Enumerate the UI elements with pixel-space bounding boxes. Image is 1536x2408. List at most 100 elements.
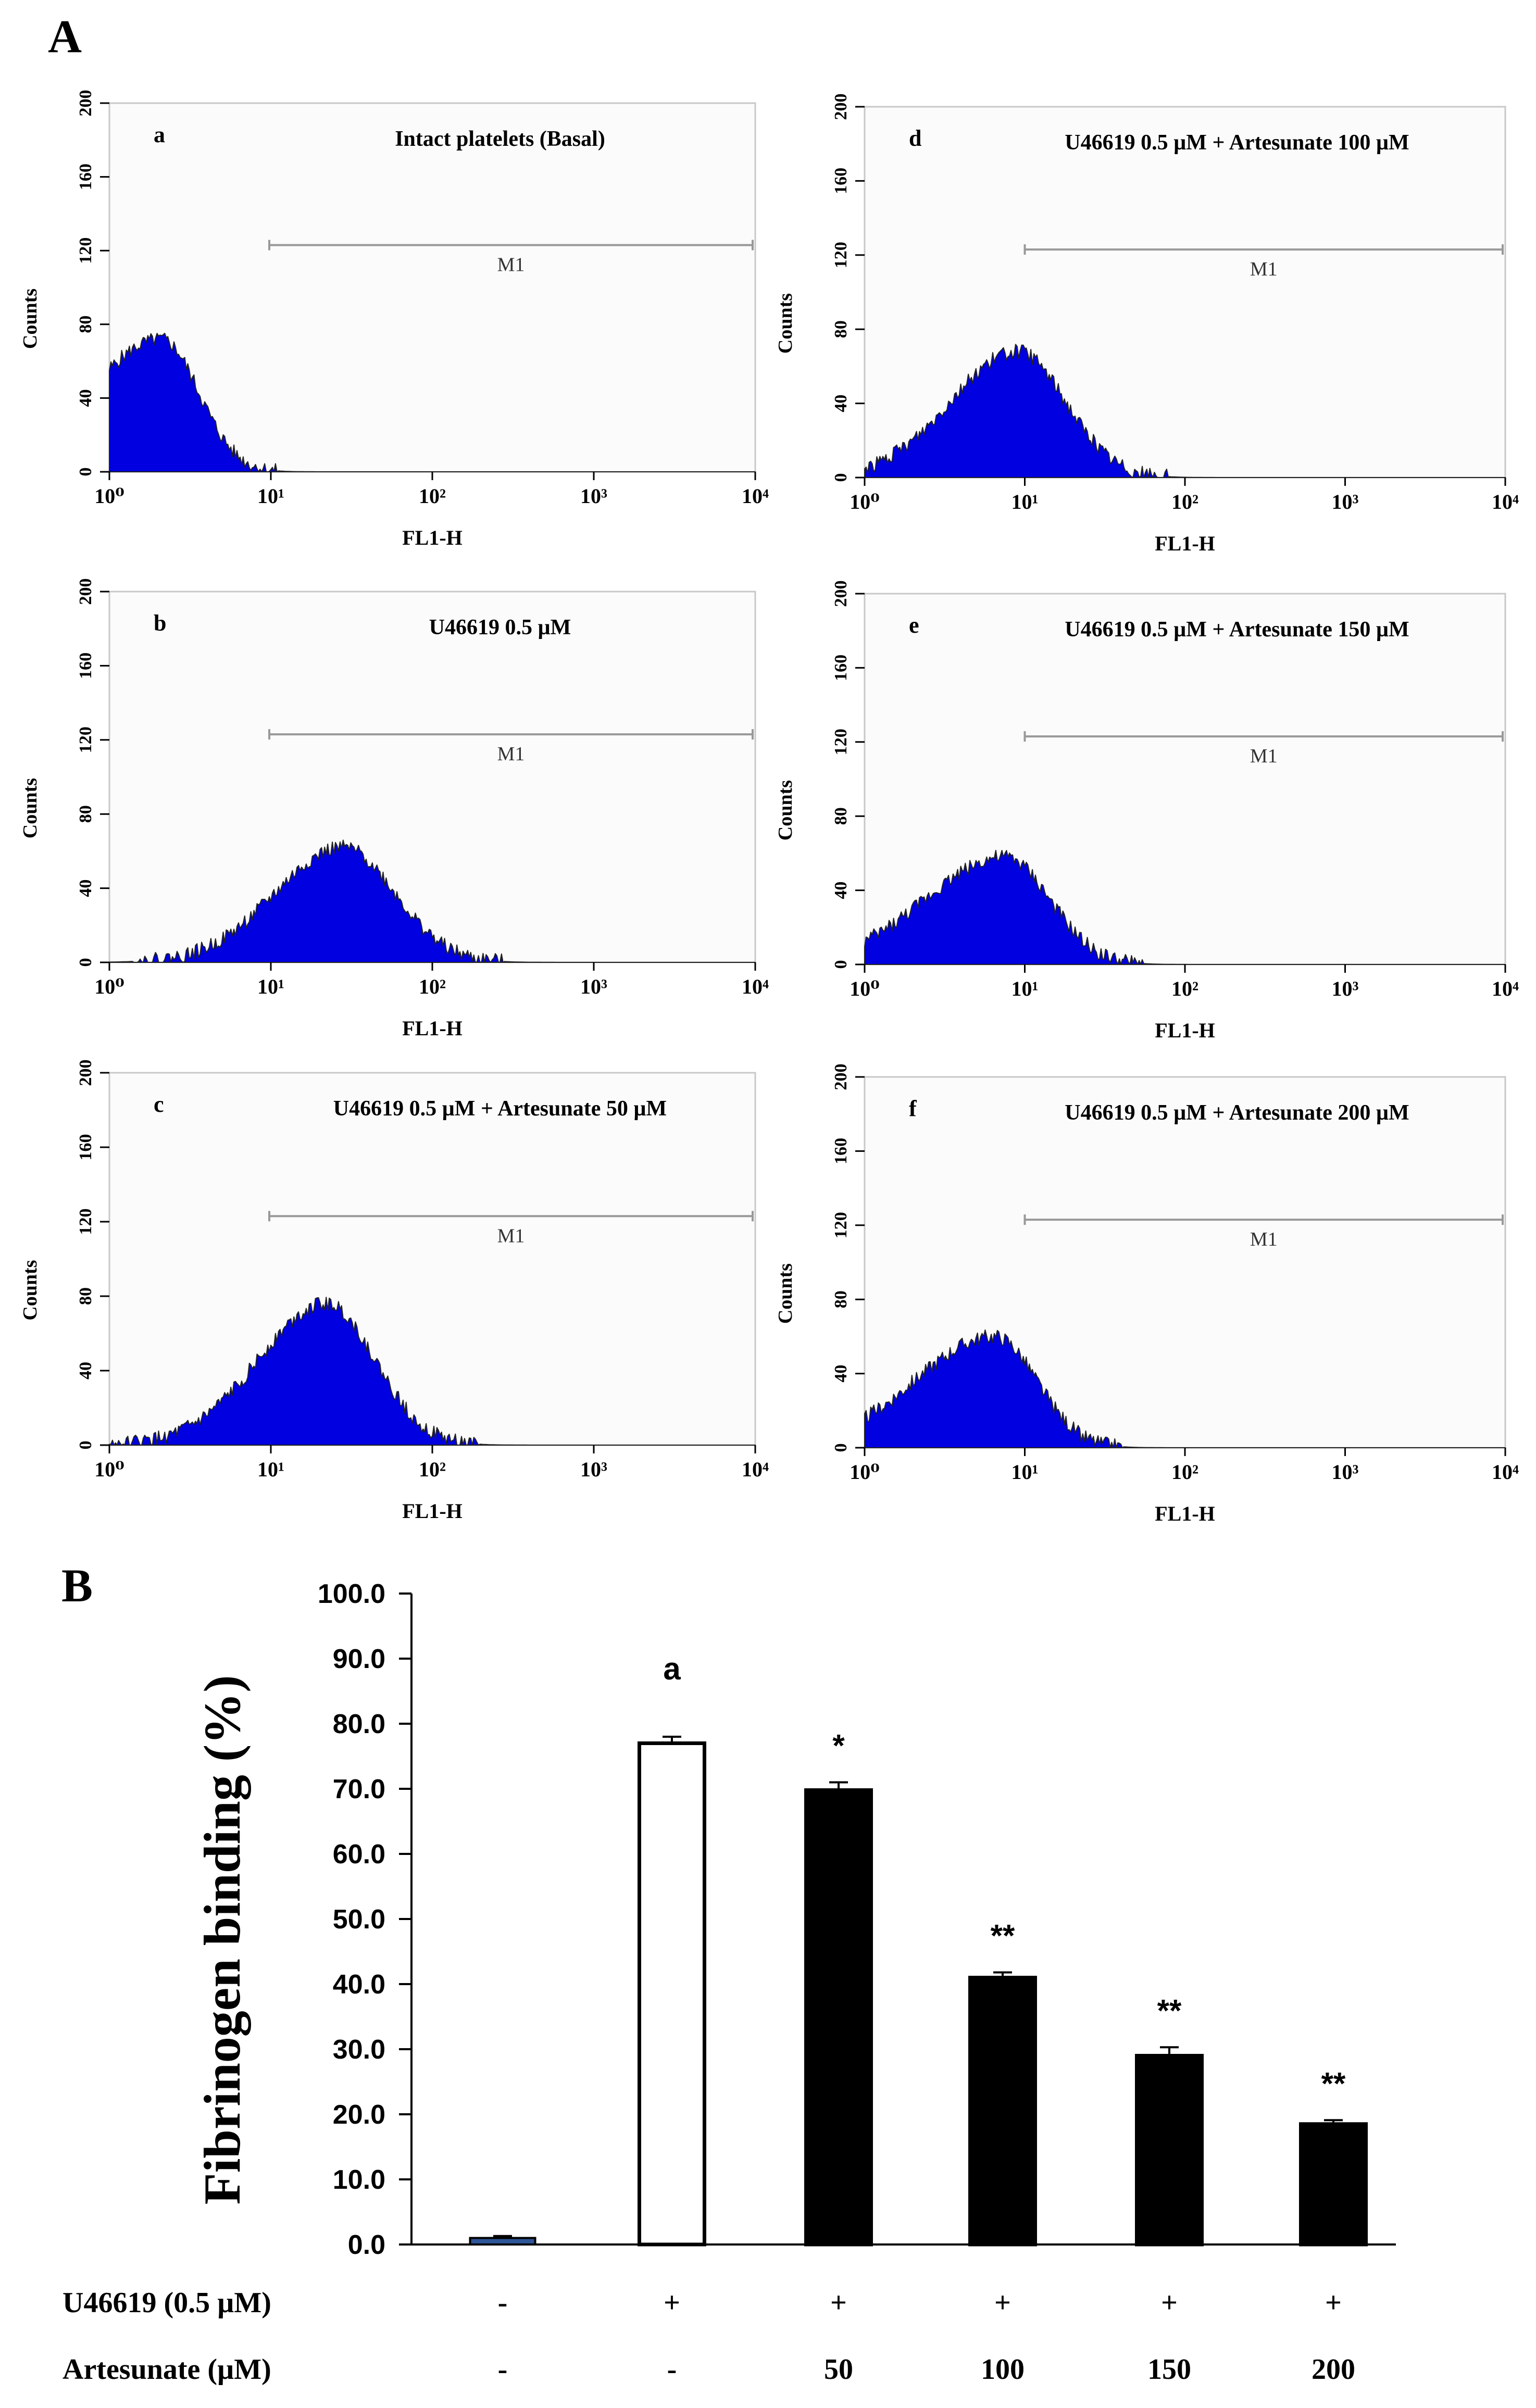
condition-title: U46619 0.5 µM [429,616,571,639]
y-tick-label: 40 [76,389,95,407]
bar [638,1741,706,2247]
y-tick-label: 0 [76,468,95,476]
bar [1135,2054,1204,2247]
x-tick-label: 10⁰ [94,1458,124,1481]
y-tick-label: 20.0 [333,2100,385,2130]
x-tick-label: 10³ [580,484,607,508]
panel-letter: f [909,1096,917,1121]
histogram-panel-d: M1 d U46619 0.5 µM + Artesunate 100 µM 0 40 8… [775,94,1519,556]
y-tick-label: 70.0 [333,1774,385,1804]
y-tick-label: 200 [76,1060,95,1086]
artesunate-row-value: 200 [1312,2353,1355,2386]
y-tick-label: 120 [831,729,851,755]
significance-annotation: * [832,1728,845,1763]
x-axis-label: FL1-H [402,1017,463,1040]
marker-label: M1 [1250,745,1278,767]
artesunate-row-value: 50 [824,2353,853,2386]
plot-frame [108,102,756,473]
x-tick-label: 10⁴ [742,975,769,998]
condition-title: Intact platelets (Basal) [395,127,605,151]
panel-letter: d [909,126,921,151]
y-tick-label: 160 [831,1138,851,1164]
x-tick-label: 10⁰ [850,1460,880,1484]
x-tick-label: 10¹ [1011,1460,1039,1484]
x-tick-label: 10⁴ [1492,1460,1519,1484]
y-tick-label: 100.0 [318,1579,385,1609]
y-tick-label: 10.0 [333,2165,385,2195]
bar [1299,2122,1368,2247]
plot-frame [108,591,756,963]
histogram-panel-c: M1 c U46619 0.5 µM + Artesunate 50 µM 0 40 80… [19,1060,769,1523]
y-tick-label: 80 [76,805,95,823]
x-tick-label: 10² [1171,490,1198,513]
y-tick-label: 60.0 [333,1839,385,1870]
histogram-panels: M1 a Intact platelets (Basal) 0 40 80 120 160 20… [19,90,1519,1526]
x-tick-label: 10³ [580,1458,607,1481]
y-tick-label: 40.0 [333,1970,385,2000]
bar-chart: 0.0 10.0 20.0 30.0 40.0 50.0 60.0 70.0 80.0 90.0 1… [63,1579,1396,2386]
histogram-area [864,849,1506,965]
histogram-panel-b: M1 b U46619 0.5 µM 0 40 80 120 160 200 Counts 10⁰ 1… [19,579,769,1040]
histogram-panel-f: M1 f U46619 0.5 µM + Artesunate 200 µM 0 40 8… [775,1064,1519,1526]
artesunate-row-value: 150 [1147,2353,1191,2386]
x-tick-label: 10⁴ [742,484,769,508]
y-tick-label: 80 [76,316,95,333]
y-tick-label: 40 [831,395,851,412]
bar [469,2237,536,2246]
y-tick-label: 40 [831,882,851,899]
x-tick-label: 10⁰ [850,977,880,1000]
marker-label: M1 [497,743,525,765]
u46619-row-value: + [1161,2287,1178,2319]
y-axis-label: Counts [19,1260,41,1320]
x-axis-label: FL1-H [402,1499,463,1523]
panel-letter: e [909,612,919,638]
marker-label: M1 [497,254,525,276]
y-axis-label: Counts [19,289,41,349]
x-axis-label: FL1-H [1155,1502,1215,1525]
x-tick-label: 10³ [1332,490,1359,513]
x-tick-label: 10¹ [257,484,284,508]
bar [804,1788,873,2247]
y-tick-label: 80 [831,320,851,338]
histogram-panel-a: M1 a Intact platelets (Basal) 0 40 80 120 160 20… [19,90,769,550]
y-tick-label: 160 [76,1134,95,1161]
x-tick-label: 10¹ [1011,977,1039,1000]
marker-label: M1 [1250,1228,1278,1250]
panel-letter: a [154,122,165,147]
histogram-panel-e: M1 e U46619 0.5 µM + Artesunate 150 µM 0 40 8… [775,581,1519,1043]
x-tick-label: 10³ [1332,1460,1359,1484]
y-tick-label: 0.0 [348,2230,385,2260]
y-axis-label: Counts [775,293,796,354]
u46619-row-value: + [830,2287,847,2319]
y-tick-label: 200 [831,94,851,120]
significance-annotation: a [663,1651,681,1686]
y-tick-label: 0 [831,473,851,482]
artesunate-row-value: - [667,2353,677,2386]
marker-label: M1 [497,1225,525,1247]
y-tick-label: 40 [76,1362,95,1379]
y-tick-label: 120 [76,237,95,264]
y-tick-label: 80 [76,1287,95,1305]
y-tick-label: 160 [76,164,95,190]
u46619-row-value: + [664,2287,680,2319]
y-tick-label: 160 [831,168,851,194]
artesunate-row-value: - [498,2353,508,2386]
u46619-row-value: + [994,2287,1011,2319]
panel-letter: b [154,610,166,636]
y-tick-label: 40 [76,880,95,897]
panel-letter: c [154,1092,164,1117]
y-tick-label: 200 [76,579,95,605]
artesunate-row-label: Artesunate (µM) [63,2353,271,2386]
histogram-area [109,1297,756,1446]
u46619-row-value: - [498,2287,508,2319]
x-tick-label: 10⁴ [742,1458,769,1481]
x-axis-label: FL1-H [1155,1019,1215,1042]
x-tick-label: 10³ [580,975,607,998]
histogram-area [864,344,1506,478]
y-tick-label: 120 [831,242,851,268]
y-tick-label: 0 [831,1444,851,1452]
x-tick-label: 10⁰ [94,975,124,998]
x-tick-label: 10² [1171,1460,1198,1484]
y-tick-label: 80.0 [333,1709,385,1739]
